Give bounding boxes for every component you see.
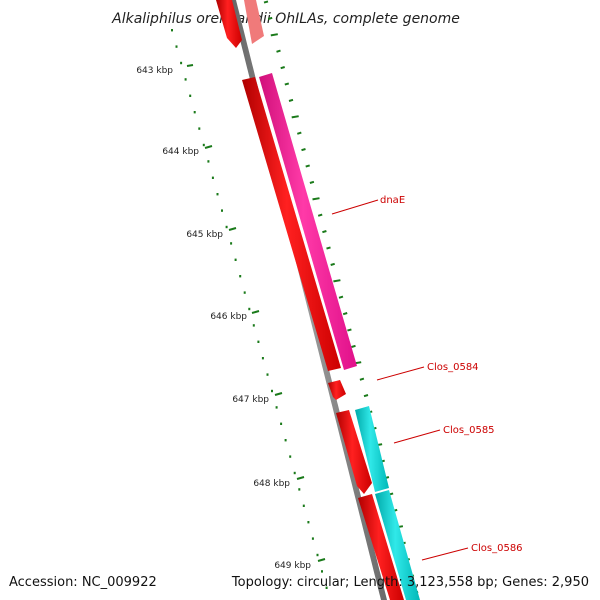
minor-tick	[248, 307, 251, 311]
inner-tick	[288, 98, 294, 102]
minor-tick	[266, 373, 269, 376]
cds-feature-red-bottom[interactable]	[358, 494, 404, 600]
cds-features	[216, 0, 420, 600]
inner-tick	[267, 16, 273, 20]
inner-tick	[342, 312, 348, 316]
minor-tick	[216, 193, 219, 196]
kbp-scale: 643 kbp 644 kbp 645 kbp 646 kbp 647 kbp …	[136, 64, 326, 571]
inner-tick	[326, 246, 331, 250]
minor-tick	[175, 45, 178, 48]
minor-tick	[307, 521, 310, 524]
minor-tick	[230, 242, 233, 245]
minor-tick	[325, 586, 328, 589]
cds-feature-top-red[interactable]	[216, 0, 242, 48]
kbp-mark: 645 kbp	[186, 227, 237, 240]
minor-tick	[189, 94, 192, 97]
minor-tick	[252, 324, 255, 327]
inner-tick	[359, 377, 365, 381]
minor-tick	[193, 111, 196, 114]
inner-tick	[263, 0, 269, 4]
inner-tick	[284, 82, 290, 86]
map-title: Alkaliphilus oremlandii OhILAs, complete…	[111, 11, 460, 27]
minor-tick	[211, 176, 214, 179]
minor-tick	[284, 439, 287, 442]
inner-tick	[347, 328, 352, 332]
kbp-mark: 646 kbp	[210, 310, 260, 322]
minor-tick	[257, 340, 260, 343]
minor-tick	[275, 406, 278, 409]
inner-tick	[363, 394, 369, 398]
inner-tick	[312, 197, 320, 201]
inner-tick	[317, 213, 323, 217]
cds-feature-dnaE[interactable]	[259, 73, 357, 370]
minor-tick	[271, 389, 273, 393]
accession-text: Accession: NC_009922	[9, 575, 157, 590]
minor-tick	[198, 127, 201, 130]
minor-tick	[239, 275, 242, 278]
tick-marks	[171, 29, 328, 589]
kbp-mark: 649 kbp	[274, 558, 326, 571]
cds-feature-clos-0586[interactable]	[375, 490, 420, 600]
inner-tick	[333, 279, 341, 283]
svg-text:Clos_0586: Clos_0586	[471, 543, 523, 554]
kbp-mark: 644 kbp	[162, 145, 213, 157]
inner-tick	[297, 131, 302, 135]
kbp-label: 645 kbp	[186, 230, 223, 240]
minor-tick	[302, 504, 305, 507]
minor-tick	[311, 537, 314, 540]
minor-tick	[202, 143, 205, 147]
cds-feature-clos-0585[interactable]	[355, 406, 389, 492]
inner-tick	[309, 180, 315, 184]
kbp-mark: 647 kbp	[232, 392, 283, 405]
minor-tick	[243, 291, 246, 294]
minor-tick	[184, 78, 187, 81]
kbp-label: 649 kbp	[274, 561, 311, 571]
inner-tick	[330, 262, 335, 266]
inner-tick-marks	[263, 0, 419, 594]
kbp-label: 643 kbp	[136, 66, 173, 76]
inner-tick	[322, 230, 327, 234]
minor-tick	[298, 488, 301, 491]
gene-label-clos-0584[interactable]: Clos_0584	[376, 362, 479, 381]
svg-text:Clos_0585: Clos_0585	[443, 425, 495, 436]
kbp-mark: 643 kbp	[136, 64, 194, 76]
cds-feature-red-long[interactable]	[242, 77, 341, 371]
inner-tick	[301, 148, 306, 152]
minor-tick	[289, 455, 292, 458]
kbp-label: 646 kbp	[210, 312, 247, 322]
inner-tick	[305, 164, 310, 168]
cds-feature-clos-0584[interactable]	[328, 380, 346, 400]
minor-tick	[225, 225, 228, 229]
svg-text:dnaE: dnaE	[380, 195, 405, 206]
gene-label-clos-0585[interactable]: Clos_0585	[393, 425, 495, 444]
gene-labels: dnaE Clos_0584 Clos_0585 Clos_0586	[331, 195, 523, 561]
minor-tick	[261, 357, 264, 360]
kbp-mark: 648 kbp	[253, 476, 305, 489]
minor-tick	[221, 209, 223, 212]
inner-tick	[338, 295, 344, 299]
minor-tick	[293, 471, 296, 475]
inner-tick	[280, 66, 285, 70]
minor-tick	[321, 570, 323, 573]
svg-text:Clos_0584: Clos_0584	[427, 362, 479, 373]
gene-label-dnaE[interactable]: dnaE	[331, 195, 405, 215]
genome-summary-text: Topology: circular; Length: 3,123,558 bp…	[231, 575, 589, 590]
minor-tick	[234, 258, 237, 261]
inner-tick	[270, 33, 278, 37]
inner-tick	[276, 49, 281, 53]
kbp-label: 647 kbp	[232, 395, 269, 405]
minor-tick	[207, 160, 210, 163]
minor-tick	[171, 29, 173, 32]
cds-feature-top-faded[interactable]	[244, 0, 264, 44]
cds-feature-red-mid[interactable]	[336, 410, 372, 494]
minor-tick	[180, 61, 183, 65]
minor-tick	[280, 422, 283, 425]
kbp-label: 644 kbp	[162, 147, 199, 157]
minor-tick	[316, 553, 319, 557]
kbp-label: 648 kbp	[253, 479, 290, 489]
inner-tick	[351, 344, 356, 348]
gene-label-clos-0586[interactable]: Clos_0586	[421, 543, 523, 561]
inner-tick	[291, 115, 299, 119]
